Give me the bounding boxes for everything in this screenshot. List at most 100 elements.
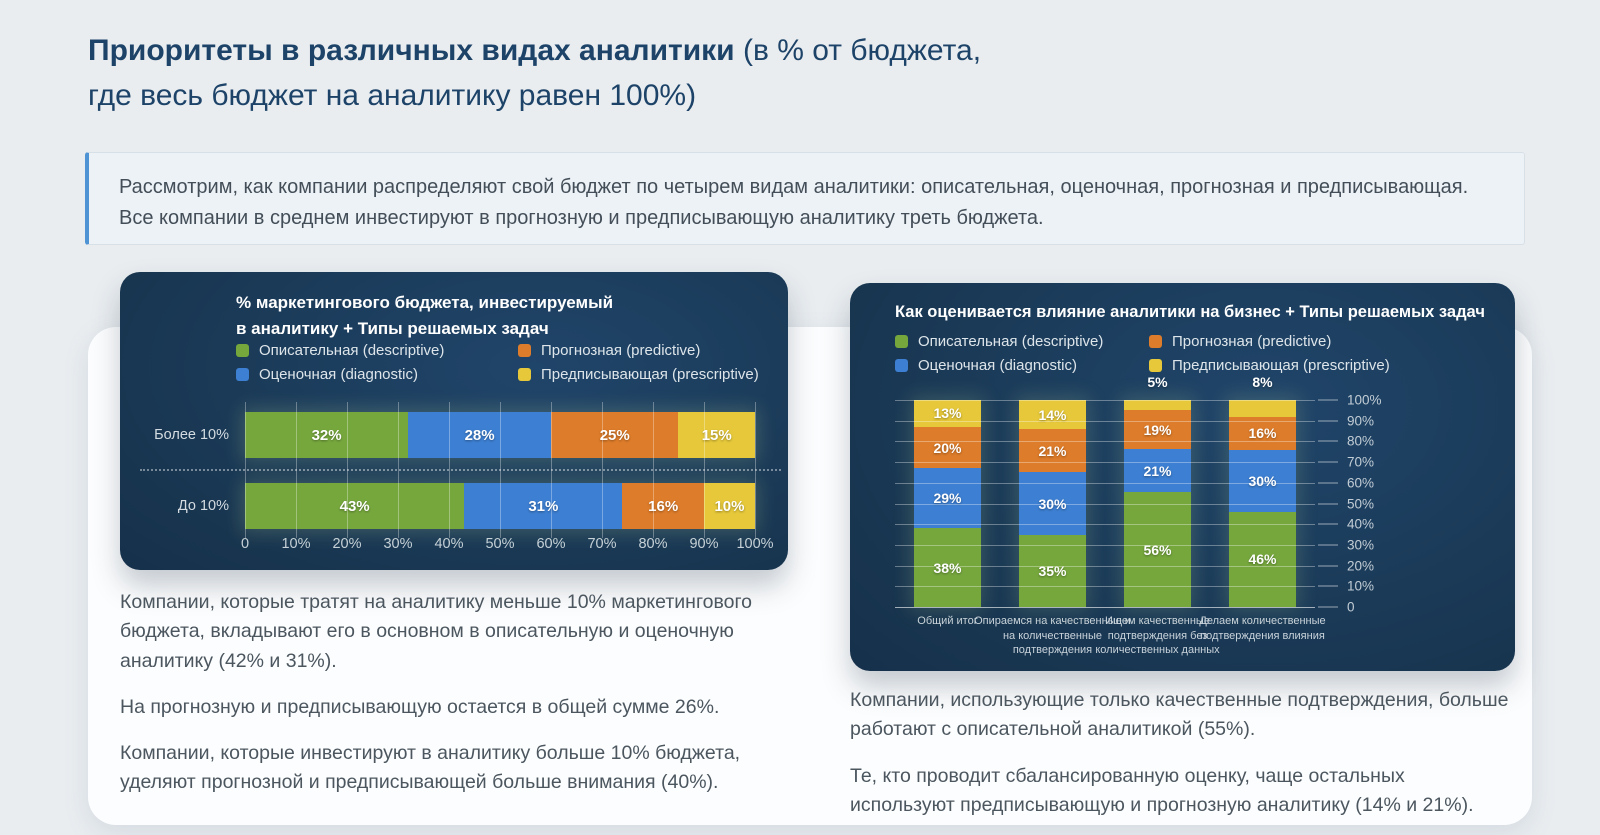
segment-value: 31% bbox=[528, 497, 559, 515]
segment-value: 30% bbox=[1038, 495, 1067, 512]
bar-segment: 14% bbox=[1019, 400, 1086, 429]
impact-notes: Компании, использующие только качественн… bbox=[850, 686, 1510, 835]
bar-segment: 13% bbox=[914, 400, 981, 427]
legend-label: Прогнозная (predictive) bbox=[1172, 333, 1332, 350]
segment-value: 21% bbox=[1143, 462, 1172, 479]
legend-swatch-diagnostic bbox=[236, 368, 249, 381]
legend-swatch-predictive bbox=[1149, 335, 1162, 348]
bar-segment: 30% bbox=[1019, 472, 1086, 535]
axis-tick-label: 60% bbox=[536, 536, 566, 552]
bar-segment: 5% bbox=[1124, 374, 1191, 411]
segment-value: 15% bbox=[701, 426, 732, 444]
legend-swatch-prescriptive bbox=[1149, 359, 1162, 372]
tick-dash bbox=[1318, 523, 1338, 525]
impact-chart-legend: Описательная (descriptive) Прогнозная (p… bbox=[895, 333, 1390, 374]
note-paragraph: Те, кто проводит сбалансированную оценку… bbox=[850, 764, 1474, 816]
axis-tick-label: 90% bbox=[1347, 413, 1375, 429]
axis-tick: 80% bbox=[1318, 434, 1374, 449]
axis-tick-label: 0 bbox=[240, 536, 250, 552]
note-paragraph: Компании, использующие только качественн… bbox=[850, 689, 1509, 741]
bar-segment: 46% bbox=[1229, 511, 1296, 607]
bar-segment: 43% bbox=[245, 483, 465, 529]
tick-dash bbox=[1318, 565, 1338, 567]
legend-item-descriptive: Описательная (descriptive) bbox=[895, 333, 1131, 350]
axis-tick-label: 80% bbox=[1347, 433, 1375, 449]
tick-dash bbox=[1318, 461, 1338, 463]
bar-segment: 20% bbox=[914, 426, 981, 469]
budget-chart-title: % маркетингового бюджета, инвестируемый … bbox=[236, 290, 613, 341]
segment-value: 25% bbox=[599, 426, 630, 444]
legend-label: Прогнозная (predictive) bbox=[541, 342, 701, 359]
note-paragraph: Компании, которые инвестируют в аналитик… bbox=[120, 742, 741, 794]
legend-label: Оценочная (diagnostic) bbox=[918, 357, 1077, 374]
segment-value: 20% bbox=[933, 439, 962, 456]
axis-tick: 50% bbox=[1318, 496, 1374, 511]
stacked-bar: 32% 28% 25% 15% bbox=[245, 412, 755, 458]
legend-item-predictive: Прогнозная (predictive) bbox=[1149, 333, 1390, 350]
budget-chart-title-line2: в аналитику + Типы решаемых задач bbox=[236, 318, 549, 338]
page-title-line2: где весь бюджет на аналитику равен 100%) bbox=[88, 79, 697, 112]
category-label: До 10% bbox=[177, 498, 229, 514]
bar-segment: 15% bbox=[678, 412, 755, 458]
axis-tick: 30% bbox=[1318, 537, 1374, 552]
tick-dash bbox=[1318, 399, 1338, 401]
stacked-bar: 56% 21% 19% 5% bbox=[1124, 374, 1191, 607]
axis-tick-label: 30% bbox=[1347, 537, 1375, 553]
bar-segment: 28% bbox=[408, 412, 551, 458]
segment-value: 28% bbox=[464, 426, 495, 444]
axis-tick: 100% bbox=[1318, 393, 1382, 408]
legend-swatch-predictive bbox=[518, 344, 531, 357]
axis-tick-label: 0 bbox=[1347, 599, 1355, 615]
legend-item-predictive: Прогнозная (predictive) bbox=[518, 342, 759, 359]
axis-tick-label: 10% bbox=[281, 536, 311, 552]
segment-value: 35% bbox=[1038, 562, 1067, 579]
page-title: Приоритеты в различных видах аналитики (… bbox=[88, 28, 1548, 118]
axis-tick-label: 30% bbox=[383, 536, 413, 552]
axis-tick: 90% bbox=[1318, 413, 1374, 428]
category-label: Более 10% bbox=[154, 427, 229, 443]
legend-label: Оценочная (diagnostic) bbox=[259, 366, 418, 383]
page-title-bold: Приоритеты в различных видах аналитики bbox=[88, 34, 735, 67]
segment-value: 32% bbox=[311, 426, 342, 444]
legend-label: Предписывающая (prescriptive) bbox=[1172, 357, 1390, 374]
segment-value: 13% bbox=[933, 405, 962, 422]
segment-value: 8% bbox=[1252, 374, 1273, 391]
axis-tick-label: 60% bbox=[1347, 475, 1375, 491]
budget-chart: Более 10% 32% 28% 25% 15% До 10% 43% 31% 16% 10% … bbox=[140, 402, 781, 552]
axis-tick: 60% bbox=[1318, 475, 1374, 490]
budget-chart-title-line1: % маркетингового бюджета, инвестируемый bbox=[236, 293, 614, 312]
bar-segment: 32% bbox=[245, 412, 409, 458]
axis-tick: 20% bbox=[1318, 558, 1374, 573]
tick-dash bbox=[1318, 606, 1338, 608]
axis-tick-label: 90% bbox=[689, 536, 719, 552]
segment-value: 38% bbox=[933, 559, 962, 576]
category-label: Опираемся на качественные и на количеств… bbox=[974, 615, 1131, 657]
tick-dash bbox=[1318, 440, 1338, 442]
segment-value: 14% bbox=[1038, 406, 1067, 423]
axis-tick-label: 40% bbox=[434, 536, 464, 552]
category-label: Общий итог bbox=[917, 615, 978, 627]
bar-segment: 19% bbox=[1124, 410, 1191, 450]
axis-tick-label: 20% bbox=[332, 536, 362, 552]
bar-segment: 25% bbox=[550, 412, 679, 458]
axis-tick-label: 70% bbox=[1347, 454, 1375, 470]
axis-tick-label: 50% bbox=[485, 536, 515, 552]
segment-value: 56% bbox=[1143, 541, 1172, 558]
impact-chart-panel: Как оценивается влияние аналитики на биз… bbox=[850, 283, 1515, 671]
axis-tick-label: 40% bbox=[1347, 516, 1375, 532]
segment-value: 21% bbox=[1038, 442, 1067, 459]
impact-chart-y-axis: 100% 90% 80% 70% 60% 50% 40% 30% 20% 10% 0 bbox=[1315, 393, 1407, 615]
tick-dash bbox=[1318, 585, 1338, 587]
axis-tick: 0 bbox=[1318, 600, 1355, 615]
segment-value: 16% bbox=[1248, 425, 1277, 442]
budget-chart-panel: % маркетингового бюджета, инвестируемый … bbox=[120, 272, 788, 570]
bar-column: 56% 21% 19% 5% bbox=[1124, 374, 1191, 607]
legend-label: Описательная (descriptive) bbox=[918, 333, 1104, 350]
stacked-bar: 35% 30% 21% 14% bbox=[1019, 400, 1086, 607]
bar-column: 35% 30% 21% 14% bbox=[1019, 400, 1086, 607]
segment-value: 43% bbox=[339, 497, 370, 515]
legend-item-descriptive: Описательная (descriptive) bbox=[236, 342, 500, 359]
bar-segment: 8% bbox=[1229, 374, 1296, 417]
legend-label: Описательная (descriptive) bbox=[259, 342, 445, 359]
